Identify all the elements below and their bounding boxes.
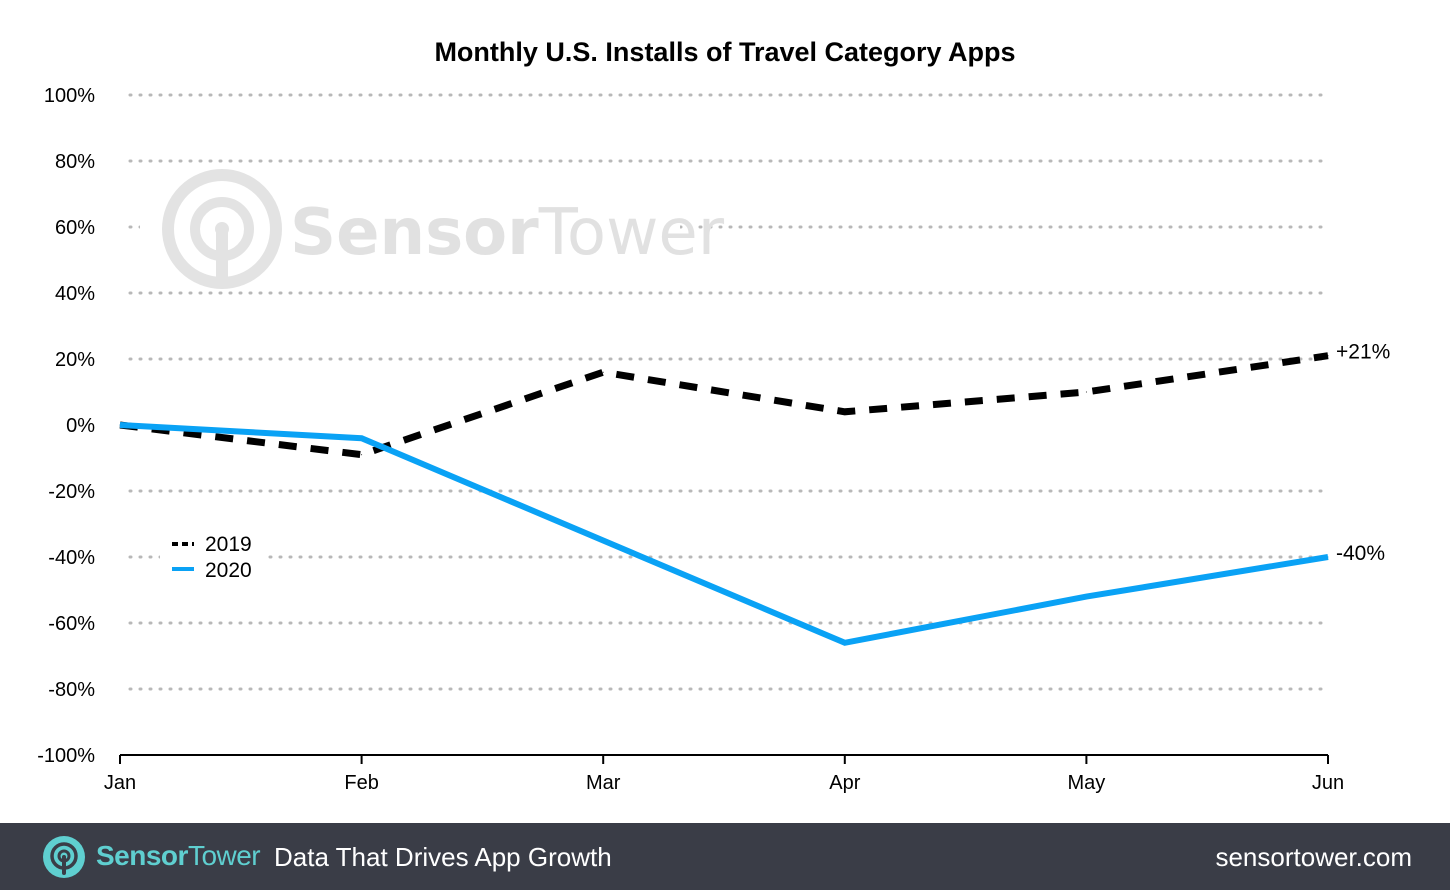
x-tick-label: May: [1068, 772, 1106, 794]
footer-brand-light: Tower: [187, 840, 261, 871]
y-tick-label: 40%: [55, 283, 95, 305]
footer-tagline: Data That Drives App Growth: [274, 842, 612, 872]
footer-url-link[interactable]: sensortower.com: [1215, 842, 1412, 872]
sensortower-watermark-icon: [162, 169, 282, 289]
chart-title: Monthly U.S. Installs of Travel Category…: [434, 37, 1015, 67]
sensortower-watermark: SensorTower: [140, 165, 725, 290]
x-tick-label: Apr: [829, 772, 860, 794]
y-tick-label: -40%: [48, 547, 95, 569]
y-tick-label: 0%: [66, 415, 95, 437]
end-label-2019: +21%: [1336, 341, 1390, 364]
x-axis: Jan Feb Mar Apr May Jun: [104, 754, 1344, 794]
line-chart: Monthly U.S. Installs of Travel Category…: [37, 37, 1390, 794]
data-point-2020: [361, 437, 363, 439]
data-point-2019: [602, 371, 604, 373]
legend: 2019 2020: [160, 530, 265, 582]
watermark-brand-bold: Sensor: [290, 196, 539, 270]
x-tick-label: Mar: [586, 772, 621, 794]
data-point-2019: [1085, 391, 1087, 393]
sensortower-logo-icon[interactable]: [42, 835, 86, 879]
y-axis-tick-labels: 100% 80% 60% 40% 20% 0% -20% -40% -60% -80% -100%: [37, 85, 95, 767]
y-tick-label: -20%: [48, 481, 95, 503]
data-point-2019: [361, 454, 363, 456]
chart-area: Monthly U.S. Installs of Travel Category…: [37, 37, 1390, 794]
y-tick-label: 80%: [55, 151, 95, 173]
y-tick-label: 100%: [44, 85, 95, 107]
y-tick-label: -60%: [48, 613, 95, 635]
data-point-2019: [1327, 355, 1329, 357]
series-lines: [119, 352, 1329, 646]
watermark-brand-light: Tower: [538, 196, 725, 270]
y-tick-label: 60%: [55, 217, 95, 239]
svg-text:SensorTower: SensorTower: [290, 196, 725, 270]
legend-label-2020: 2020: [205, 559, 252, 582]
y-tick-label: -80%: [48, 679, 95, 701]
footer-bar: SensorTower Data That Drives App Growth …: [0, 823, 1450, 890]
legend-label-2019: 2019: [205, 533, 252, 556]
end-labels: +21% -40%: [1336, 341, 1390, 565]
x-tick-label: Feb: [344, 772, 378, 794]
data-point-2020: [1327, 556, 1329, 558]
footer-brand-bold: Sensor: [96, 840, 188, 871]
series-line-2019: [119, 352, 1329, 459]
x-tick-label: Jan: [104, 772, 136, 794]
y-tick-label: -100%: [37, 745, 95, 767]
data-point-2020: [119, 424, 121, 426]
end-label-2020: -40%: [1336, 542, 1385, 565]
data-point-2020: [844, 642, 846, 644]
series-line-2020: [119, 422, 1329, 646]
y-tick-label: 20%: [55, 349, 95, 371]
data-point-2020: [602, 540, 604, 541]
x-tick-label: Jun: [1312, 772, 1344, 794]
footer-brand[interactable]: SensorTower: [96, 840, 261, 872]
data-point-2019: [844, 411, 846, 413]
data-point-2020: [1085, 596, 1087, 598]
